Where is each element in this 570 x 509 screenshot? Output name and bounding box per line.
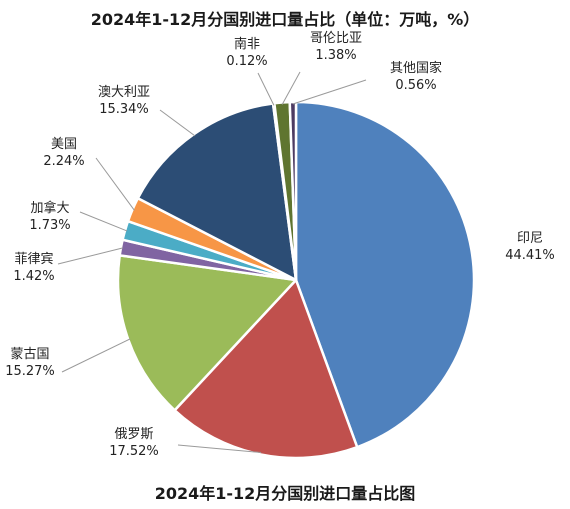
leader-line-8 (257, 72, 275, 106)
slice-value-label: 1.73% (29, 218, 70, 233)
slice-value-label: 0.12% (226, 54, 267, 69)
slice-name-label: 菲律宾 (14, 251, 53, 267)
slice-labels: 印尼 44.41% 俄罗斯 17.52% 蒙古国 15.27% 菲律宾 1.42% 加拿大 1.7… (5, 31, 555, 459)
leader-line-6 (95, 157, 135, 211)
slice-value-label: 17.52% (109, 444, 159, 459)
chart-caption: 2024年1-12月分国别进口量占比图 (154, 484, 416, 503)
slice-value-label: 44.41% (505, 248, 555, 263)
slice-value-label: 2.24% (43, 154, 84, 169)
chart-title: 2024年1-12月分国别进口量占比（单位：万吨，%） (90, 10, 480, 29)
pie-slice-1 (294, 100, 476, 449)
leader-line-7 (159, 109, 196, 137)
leader-line-10 (292, 79, 367, 105)
pie-slices (116, 100, 476, 460)
slice-name-label: 美国 (51, 137, 77, 152)
slice-name-label: 其他国家 (390, 60, 442, 76)
slice-name-label: 加拿大 (30, 200, 69, 216)
slice-name-label: 俄罗斯 (114, 427, 153, 442)
pie-slice-2 (173, 278, 359, 460)
pie-slice-7 (136, 102, 298, 282)
leader-line-4 (57, 247, 124, 265)
leader-line-5 (79, 211, 128, 232)
slice-name-label: 印尼 (517, 231, 543, 246)
slice-value-label: 1.38% (315, 48, 356, 63)
slice-name-label: 哥伦比亚 (310, 31, 362, 46)
slice-value-label: 15.27% (5, 364, 55, 379)
leader-line-2 (177, 444, 262, 454)
leader-line-3 (61, 338, 131, 373)
pie-slice-10 (288, 100, 298, 282)
slice-name-label: 蒙古国 (10, 347, 49, 362)
leader-lines (57, 71, 367, 454)
slice-value-label: 0.56% (395, 78, 436, 93)
slice-value-label: 15.34% (99, 102, 149, 117)
slice-name-label: 澳大利亚 (98, 84, 150, 100)
slice-value-label: 1.42% (13, 269, 54, 284)
leader-line-9 (281, 71, 301, 105)
slice-name-label: 南非 (234, 36, 260, 52)
